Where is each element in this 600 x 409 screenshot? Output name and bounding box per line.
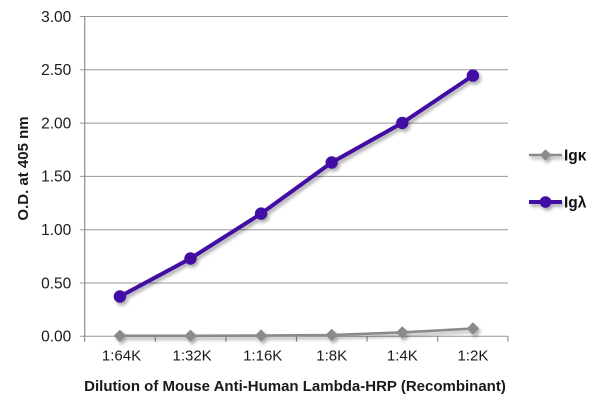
svg-text:0.50: 0.50 <box>41 275 72 292</box>
svg-text:1:64K: 1:64K <box>102 348 141 365</box>
svg-text:1:4K: 1:4K <box>387 348 418 365</box>
svg-text:Igκ: Igκ <box>564 147 587 164</box>
svg-text:1:16K: 1:16K <box>243 348 282 365</box>
svg-text:1:32K: 1:32K <box>172 348 211 365</box>
svg-text:1:8K: 1:8K <box>316 348 347 365</box>
svg-text:1:2K: 1:2K <box>457 348 488 365</box>
svg-text:0.00: 0.00 <box>41 329 72 346</box>
svg-text:1.00: 1.00 <box>41 222 72 239</box>
svg-text:1.50: 1.50 <box>41 169 72 186</box>
svg-text:2.50: 2.50 <box>41 62 72 79</box>
svg-text:Dilution of Mouse Anti-Human L: Dilution of Mouse Anti-Human Lambda-HRP … <box>84 378 506 395</box>
svg-text:O.D. at 405 nm: O.D. at 405 nm <box>15 116 32 220</box>
svg-text:Igλ: Igλ <box>564 194 587 211</box>
svg-text:3.00: 3.00 <box>41 9 72 26</box>
svg-text:2.00: 2.00 <box>41 115 72 132</box>
